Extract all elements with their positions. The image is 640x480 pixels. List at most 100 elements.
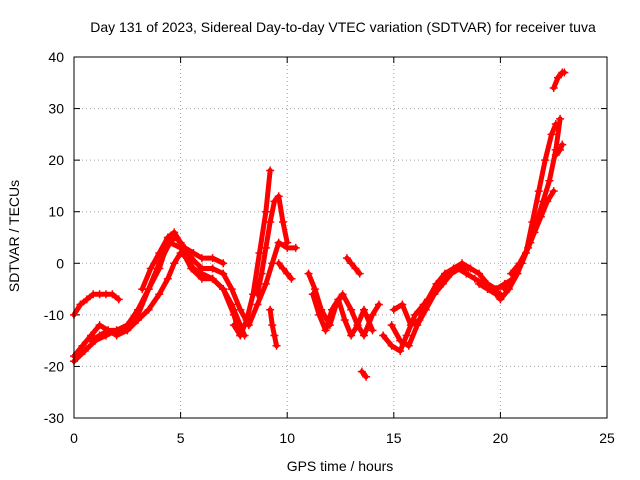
data-point — [155, 259, 164, 268]
x-tick-label: 20 — [493, 430, 509, 446]
y-tick-label: 0 — [56, 255, 64, 271]
data-point — [475, 279, 484, 288]
data-point — [133, 310, 142, 319]
data-point — [475, 269, 484, 278]
data-point — [483, 285, 492, 294]
x-tick-label: 5 — [177, 430, 185, 446]
data-point — [144, 305, 153, 314]
series-trace — [310, 291, 375, 338]
data-point — [219, 285, 228, 294]
data-point — [242, 316, 251, 325]
data-point — [270, 197, 279, 206]
data-point — [274, 259, 283, 268]
data-point — [347, 305, 356, 314]
plot-frame — [73, 56, 608, 419]
data-point — [253, 290, 262, 299]
data-point — [155, 248, 164, 257]
series-arc-7 — [229, 166, 275, 340]
data-point — [353, 321, 362, 330]
data-point — [509, 274, 518, 283]
data-point — [411, 310, 420, 319]
data-point — [101, 331, 110, 340]
data-series — [70, 68, 569, 381]
data-point — [176, 238, 185, 247]
data-point — [387, 341, 396, 350]
y-tick-label: 30 — [48, 101, 64, 117]
data-point — [492, 290, 501, 299]
data-point — [541, 156, 550, 165]
data-point — [227, 285, 236, 294]
data-point — [236, 331, 245, 340]
x-tick-label: 15 — [386, 430, 402, 446]
data-point — [261, 279, 270, 288]
data-point — [404, 341, 413, 350]
data-point — [374, 300, 383, 309]
data-point — [357, 367, 366, 376]
data-point — [187, 264, 196, 273]
series-arc-10 — [274, 259, 296, 283]
data-point — [76, 300, 85, 309]
y-tick-label: 20 — [48, 152, 64, 168]
series-arc-19 — [500, 114, 565, 294]
data-point — [438, 279, 447, 288]
data-point — [270, 331, 279, 340]
data-point — [138, 285, 147, 294]
data-point — [155, 290, 164, 299]
data-point — [334, 295, 343, 304]
data-point — [274, 238, 283, 247]
y-tick-label: -10 — [44, 307, 64, 323]
data-point — [208, 274, 217, 283]
y-tick-label: -20 — [44, 358, 64, 374]
data-point — [347, 259, 356, 268]
data-point — [430, 290, 439, 299]
data-point — [359, 305, 368, 314]
data-point — [272, 341, 281, 350]
data-point — [112, 326, 121, 335]
series-arc-20 — [507, 187, 558, 278]
x-axis-label: GPS time / hours — [287, 458, 394, 474]
data-point — [340, 316, 349, 325]
data-point — [287, 274, 296, 283]
data-point — [556, 114, 565, 123]
data-point — [321, 326, 330, 335]
data-point — [351, 264, 360, 273]
x-tick-label: 10 — [279, 430, 295, 446]
data-point — [556, 145, 565, 154]
data-point — [291, 243, 300, 252]
data-point — [208, 254, 217, 263]
series-trace — [276, 260, 294, 282]
data-point — [315, 310, 324, 319]
data-point — [261, 207, 270, 216]
data-point — [163, 233, 172, 242]
data-point — [530, 228, 539, 237]
data-point — [543, 197, 552, 206]
series-arc-16 — [389, 259, 518, 330]
axis-ticks: 0 5 10 15 20 25 -30 -20 -10 0 10 20 30 40 — [44, 49, 615, 446]
data-point — [187, 254, 196, 263]
data-point — [236, 305, 245, 314]
data-point — [553, 73, 562, 82]
data-point — [507, 269, 516, 278]
series-arc-13 — [342, 254, 364, 278]
series-arc-12 — [308, 290, 377, 340]
data-point — [255, 248, 264, 257]
series-arc-9 — [266, 305, 281, 350]
series-arc-8 — [253, 192, 292, 299]
data-point — [500, 285, 509, 294]
data-point — [560, 68, 569, 77]
data-point — [558, 140, 567, 149]
data-point — [470, 274, 479, 283]
data-point — [524, 243, 533, 252]
data-point — [496, 295, 505, 304]
data-point — [283, 238, 292, 247]
x-tick-label: 25 — [599, 430, 615, 446]
series-arc-17 — [387, 264, 473, 350]
data-point — [108, 290, 117, 299]
data-point — [170, 259, 179, 268]
data-point — [208, 264, 217, 273]
data-point — [123, 321, 132, 330]
data-point — [342, 254, 351, 263]
data-point — [549, 83, 558, 92]
data-point — [197, 264, 206, 273]
